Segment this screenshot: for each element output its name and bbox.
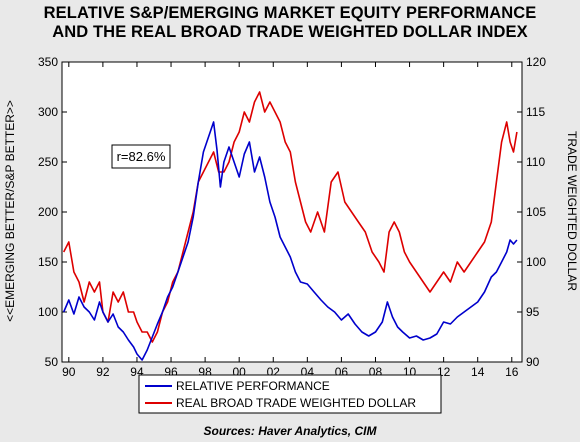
left-y-tick-label: 100 [38,305,58,319]
left-axis-title: <<EMERGING BETTER/S&P BETTER>> [3,100,17,322]
right-y-axis: 90 95 100 105 110 115 120 [517,55,546,369]
title-line-2: AND THE REAL BROAD TRADE WEIGHTED DOLLAR… [52,23,528,41]
left-y-tick-label: 50 [45,355,59,369]
source-note: Sources: Haver Analytics, CIM [203,424,377,438]
x-tick-label: 90 [62,365,76,379]
right-y-tick-label: 120 [526,55,546,69]
legend: RELATIVE PERFORMANCE REAL BROAD TRADE WE… [138,374,442,414]
chart-title: RELATIVE S&P/EMERGING MARKET EQUITY PERF… [0,4,580,42]
right-y-tick-label: 115 [526,105,545,119]
left-y-tick-label: 150 [38,255,58,269]
right-axis-title: TRADE WEIGHTED DOLLAR [565,131,579,291]
left-y-tick-label: 250 [38,155,58,169]
legend-label-relative-performance: RELATIVE PERFORMANCE [176,379,330,393]
x-tick-label: 14 [471,365,485,379]
left-y-tick-label: 350 [38,55,58,69]
left-y-tick-label: 200 [38,205,58,219]
series-layer [62,91,518,361]
correlation-annotation: r=82.6% [111,144,171,169]
x-tick-label: 92 [96,365,110,379]
right-y-tick-label: 100 [526,255,546,269]
plot-area [61,61,523,363]
right-y-tick-label: 105 [526,205,546,219]
left-y-axis: 50 100 150 200 250 300 350 [38,55,67,369]
x-tick-label: 16 [505,365,519,379]
right-y-tick-label: 95 [526,305,540,319]
title-line-1: RELATIVE S&P/EMERGING MARKET EQUITY PERF… [43,4,537,22]
annotation-text: r=82.6% [117,149,166,164]
annotation-box [111,144,171,169]
series-line-trade-weighted-dollar [62,91,518,343]
left-y-tick-label: 300 [38,105,58,119]
legend-label-trade-weighted-dollar: REAL BROAD TRADE WEIGHTED DOLLAR [176,396,416,410]
series-line-relative-performance [62,121,518,361]
legend-box [138,374,442,414]
right-y-tick-label: 90 [526,355,540,369]
right-y-tick-label: 110 [526,155,545,169]
